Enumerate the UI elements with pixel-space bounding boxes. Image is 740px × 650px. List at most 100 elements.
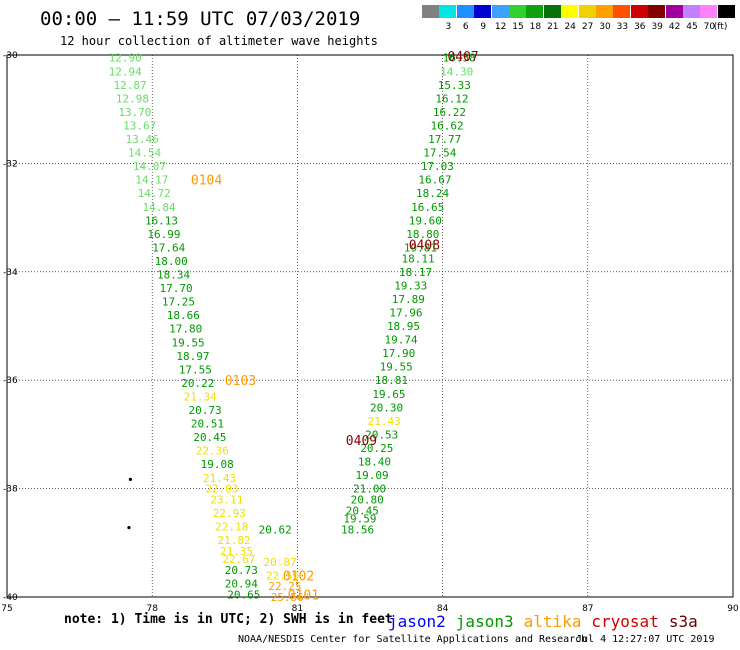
scale-label: 6 xyxy=(462,22,469,32)
swh-value: 14.30 xyxy=(440,65,473,78)
swh-value: 20.30 xyxy=(370,401,403,414)
swh-value: 20.94 xyxy=(225,577,258,590)
scale-swatch xyxy=(474,5,492,18)
swh-value: 13.70 xyxy=(118,106,151,119)
swh-value: 18.40 xyxy=(358,456,391,469)
page-subtitle: 12 hour collection of altimeter wave hei… xyxy=(60,34,378,48)
swh-value: 20.80 xyxy=(351,493,384,506)
pass-label: 0101 xyxy=(288,588,319,603)
scale-label: 42 xyxy=(668,22,681,32)
scale-swatch xyxy=(717,5,735,18)
generated-timestamp: Jul 4 12:27:07 UTC 2019 xyxy=(576,634,715,645)
scale-swatch xyxy=(683,5,700,18)
legend-cryosat: cryosat xyxy=(591,612,659,631)
swh-value: 22.36 xyxy=(196,445,229,458)
scale-swatch xyxy=(700,5,718,18)
swh-value: 19.33 xyxy=(394,279,427,292)
swh-value: 21.43 xyxy=(203,472,236,485)
legend-jason2: jason2 xyxy=(388,612,446,631)
scale-swatch xyxy=(422,5,439,18)
swh-value: 19.55 xyxy=(380,361,413,374)
swh-value: 17.70 xyxy=(159,282,192,295)
swh-value: 14.54 xyxy=(128,147,161,160)
scale-label: 24 xyxy=(564,22,576,32)
swh-value: 16.12 xyxy=(435,92,468,105)
scale-label: 15 xyxy=(512,22,524,32)
swh-value: 22.03 xyxy=(205,483,238,496)
y-tick-label: -36 xyxy=(3,376,18,386)
scale-label: 12 xyxy=(494,22,507,32)
swh-value: 21.35 xyxy=(220,545,253,558)
swh-value: 22.18 xyxy=(215,521,248,534)
swh-value: 17.64 xyxy=(152,241,185,254)
satellite-legend: jason2 jason3 altika cryosat s3a xyxy=(388,612,708,631)
scale-swatch xyxy=(561,5,579,18)
swh-value: 16.58 xyxy=(443,52,476,65)
swh-value: 13.46 xyxy=(126,133,159,146)
scale-label: 18 xyxy=(529,22,542,32)
scale-swatch xyxy=(630,5,648,18)
swh-value: 20.73 xyxy=(225,564,258,577)
swh-value: 17.90 xyxy=(382,347,415,360)
scale-swatch xyxy=(526,5,544,18)
swh-value: 13.67 xyxy=(123,119,156,132)
swh-value: 12.98 xyxy=(116,92,149,105)
swh-value: 20.22 xyxy=(181,377,214,390)
x-tick-label: 78 xyxy=(146,604,158,614)
swh-value: 16.13 xyxy=(145,214,178,227)
scale-label: 30 xyxy=(599,22,611,32)
swh-value: 18.97 xyxy=(176,350,209,363)
swh-value: 19.55 xyxy=(172,336,205,349)
swh-value: 18.24 xyxy=(416,187,449,200)
swh-value: 20.45 xyxy=(346,504,379,517)
swh-value: 18.66 xyxy=(167,309,200,322)
swh-value: 25.56 xyxy=(271,591,304,604)
swh-value: 16.65 xyxy=(411,201,444,214)
scale-label: 21 xyxy=(547,22,559,32)
scale-swatch xyxy=(596,5,613,18)
swh-value: 19.60 xyxy=(409,214,442,227)
page-title: 00:00 – 11:59 UTC 07/03/2019 xyxy=(40,8,361,30)
swh-value: 17.55 xyxy=(179,363,212,376)
swh-value: 17.54 xyxy=(423,147,456,160)
swh-value: 12.87 xyxy=(113,79,146,92)
scale-label: 27 xyxy=(581,22,594,32)
swh-value: 14.07 xyxy=(133,160,166,173)
swh-value: 22.67 xyxy=(222,553,255,566)
swh-value: 14.72 xyxy=(138,187,171,200)
swh-value: 23.11 xyxy=(210,493,243,506)
swh-value: 17.80 xyxy=(169,323,202,336)
swh-value: 18.34 xyxy=(157,269,190,282)
legend-altika: altika xyxy=(523,612,582,631)
pass-label: 0104 xyxy=(191,174,222,189)
swh-value: 20.53 xyxy=(365,428,398,441)
swh-value: 18.11 xyxy=(401,252,434,265)
scale-swatch xyxy=(665,5,683,18)
swh-value: 17.96 xyxy=(389,306,422,319)
pass-label: 0408 xyxy=(409,239,440,254)
swh-value: 19.74 xyxy=(385,334,418,347)
swh-value: 19.81 xyxy=(404,241,437,254)
swh-value: 20.25 xyxy=(360,442,393,455)
swh-value: 19.08 xyxy=(201,458,234,471)
scale-label: 33 xyxy=(616,22,629,32)
scale-swatch xyxy=(613,5,631,18)
swh-value: 20.62 xyxy=(259,523,292,536)
swh-value: 19.09 xyxy=(355,469,388,482)
swh-value: 20.87 xyxy=(264,556,297,569)
y-tick-label: -30 xyxy=(3,51,18,61)
swh-value: 16.62 xyxy=(431,119,464,132)
swh-value: 12.94 xyxy=(109,65,142,78)
swh-value: 21.82 xyxy=(218,534,251,547)
x-tick-label: 75 xyxy=(1,604,12,614)
y-tick-label: -32 xyxy=(3,159,18,169)
swh-value: 22.93 xyxy=(213,507,246,520)
pass-label: 0102 xyxy=(283,569,314,584)
swh-value: 17.77 xyxy=(428,133,461,146)
legend-jason3: jason3 xyxy=(455,612,514,631)
swh-value: 16.67 xyxy=(418,174,451,187)
swh-value: 20.65 xyxy=(227,588,260,601)
swh-value: 18.95 xyxy=(387,320,420,333)
